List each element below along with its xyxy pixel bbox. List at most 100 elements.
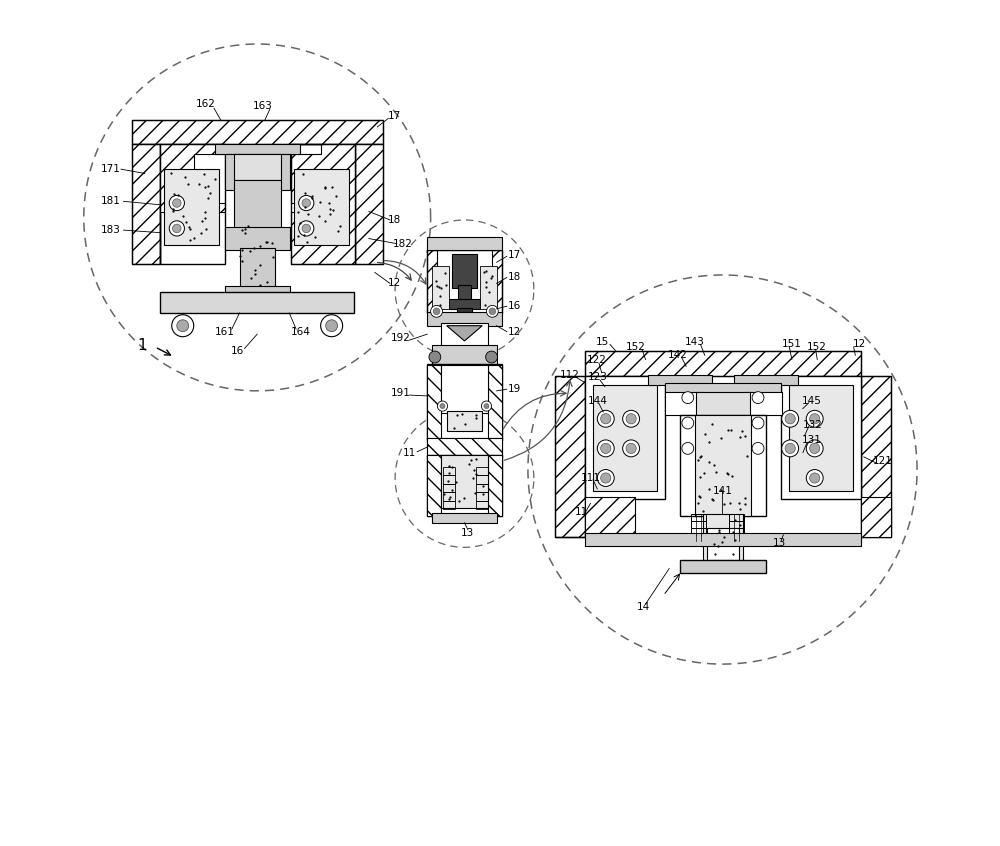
Circle shape — [486, 305, 498, 317]
Text: 192: 192 — [391, 333, 411, 343]
Bar — [432, 345, 497, 365]
Bar — [476, 501, 488, 509]
Text: 152: 152 — [807, 342, 827, 352]
Circle shape — [173, 199, 181, 207]
Bar — [441, 323, 488, 347]
Circle shape — [752, 417, 764, 429]
Bar — [427, 455, 502, 516]
Bar — [729, 521, 744, 528]
Bar — [480, 266, 497, 309]
Bar — [744, 392, 782, 415]
Bar — [729, 528, 744, 535]
Text: 161: 161 — [215, 327, 235, 338]
Circle shape — [481, 401, 492, 411]
Circle shape — [437, 401, 448, 411]
Text: 18: 18 — [388, 215, 401, 225]
Bar — [443, 492, 455, 501]
Bar — [585, 376, 665, 499]
Circle shape — [440, 404, 445, 409]
Bar — [585, 533, 861, 546]
Circle shape — [429, 351, 441, 363]
Text: 152: 152 — [626, 342, 646, 352]
Text: 132: 132 — [803, 420, 823, 430]
Bar — [441, 365, 488, 413]
Circle shape — [169, 195, 184, 211]
Polygon shape — [427, 365, 441, 440]
Circle shape — [597, 470, 614, 486]
Circle shape — [601, 443, 611, 453]
Circle shape — [601, 473, 611, 483]
Circle shape — [810, 414, 820, 424]
Bar — [861, 376, 891, 537]
Circle shape — [489, 308, 496, 315]
Bar — [476, 484, 488, 492]
Bar — [476, 475, 488, 484]
Bar — [789, 385, 853, 491]
Circle shape — [597, 440, 614, 457]
Circle shape — [431, 305, 442, 317]
Circle shape — [326, 320, 338, 332]
Circle shape — [810, 443, 820, 453]
Text: 18: 18 — [508, 272, 521, 283]
Bar — [696, 392, 750, 419]
Circle shape — [486, 351, 497, 363]
Text: 19: 19 — [508, 384, 521, 394]
Text: 122: 122 — [587, 355, 606, 365]
Text: 163: 163 — [253, 101, 273, 111]
Circle shape — [597, 410, 614, 427]
Polygon shape — [447, 326, 482, 341]
Circle shape — [433, 308, 440, 315]
Circle shape — [782, 410, 799, 427]
Bar — [427, 250, 502, 313]
Text: 141: 141 — [713, 486, 732, 496]
Circle shape — [682, 392, 694, 404]
Circle shape — [169, 221, 184, 236]
Bar — [427, 237, 502, 250]
Circle shape — [806, 470, 823, 486]
Bar — [555, 376, 585, 537]
Bar — [680, 560, 766, 573]
Text: 16: 16 — [231, 346, 244, 356]
Bar — [234, 154, 281, 180]
Bar — [427, 438, 502, 457]
Bar — [665, 383, 781, 393]
Circle shape — [626, 414, 636, 424]
Circle shape — [752, 392, 764, 404]
Bar — [781, 376, 861, 499]
Text: 12: 12 — [508, 327, 521, 337]
Bar — [132, 120, 383, 144]
Bar — [691, 535, 706, 541]
Circle shape — [806, 410, 823, 427]
Bar — [593, 385, 657, 491]
Text: 13: 13 — [461, 528, 474, 538]
Bar — [729, 535, 744, 541]
Circle shape — [484, 404, 489, 409]
Text: 17: 17 — [508, 250, 521, 261]
Circle shape — [177, 320, 189, 332]
Circle shape — [302, 224, 310, 233]
Text: 144: 144 — [588, 396, 608, 406]
Polygon shape — [427, 438, 502, 457]
Bar — [291, 144, 355, 264]
Circle shape — [623, 440, 640, 457]
Bar — [458, 285, 471, 300]
Circle shape — [623, 410, 640, 427]
Polygon shape — [427, 455, 441, 516]
Text: 17: 17 — [388, 111, 401, 121]
Text: 14: 14 — [637, 602, 650, 613]
Circle shape — [299, 221, 314, 236]
Bar — [160, 292, 354, 313]
Bar — [691, 521, 706, 528]
Circle shape — [302, 199, 310, 207]
Bar — [703, 514, 743, 563]
Polygon shape — [427, 250, 437, 313]
Circle shape — [682, 442, 694, 454]
Text: 162: 162 — [196, 99, 216, 109]
Text: 15: 15 — [596, 337, 609, 347]
Bar — [132, 144, 160, 264]
Polygon shape — [492, 250, 502, 313]
Circle shape — [299, 195, 314, 211]
Bar — [164, 169, 219, 245]
Circle shape — [173, 224, 181, 233]
Bar — [427, 364, 502, 440]
